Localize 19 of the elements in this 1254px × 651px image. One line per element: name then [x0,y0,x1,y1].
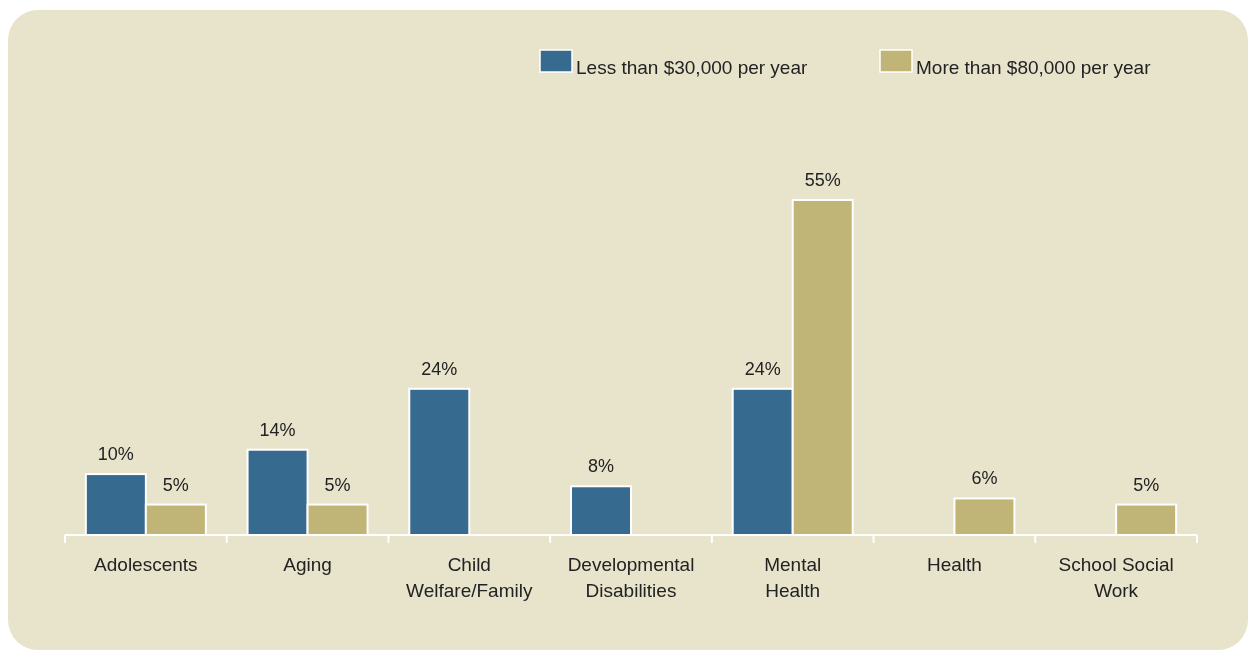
x-tick-label: School Social Work [1058,554,1174,601]
x-tick-label: Aging [283,554,332,575]
data-label: 55% [804,170,841,190]
legend-label: Less than $30,000 per year [576,57,808,78]
data-label: 14% [259,419,296,440]
x-tick-label: Developmental Disabilities [567,554,695,601]
data-label: 5% [162,474,189,495]
data-label: 6% [971,468,998,489]
data-label: 8% [587,456,615,477]
x-tick-label: Child Welfare/Family [406,554,533,601]
x-tick-label: Adolescents [94,554,198,575]
x-tick-label: Mental Health [764,554,822,601]
legend-label: More than $80,000 per year [916,57,1152,78]
data-label: 10% [97,444,134,465]
x-tick-label: Health [926,554,982,575]
data-label: 5% [324,474,351,495]
data-label: 24% [744,358,781,379]
data-label: 24% [421,358,458,379]
data-label: 5% [1133,474,1160,495]
